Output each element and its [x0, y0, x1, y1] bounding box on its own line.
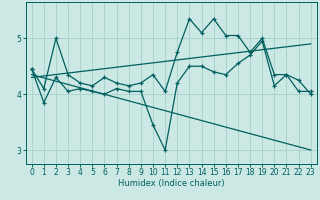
X-axis label: Humidex (Indice chaleur): Humidex (Indice chaleur): [118, 179, 225, 188]
